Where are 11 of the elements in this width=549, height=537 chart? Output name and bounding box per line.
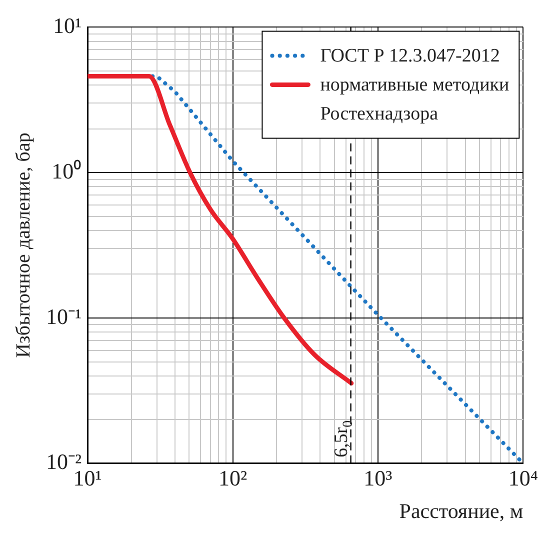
ref-line-label: 6,5r0 — [330, 420, 356, 458]
y-tick-label: 10¹ — [52, 12, 82, 38]
legend-label: ГОСТ Р 12.3.047-2012 — [320, 46, 500, 67]
x-tick-label: 10⁴ — [508, 465, 538, 490]
legend-label: нормативные методики Ростехнадзора — [320, 74, 510, 125]
y-tick-label: 10⁰ — [52, 158, 82, 184]
x-axis-title: Расстояние, м — [399, 498, 524, 523]
x-tick-label: 10² — [218, 465, 248, 490]
x-tick-label: 10³ — [364, 465, 393, 490]
y-axis-title: Избыточное давление, бар — [12, 132, 34, 358]
y-tick-label: 10⁻¹ — [46, 304, 82, 329]
